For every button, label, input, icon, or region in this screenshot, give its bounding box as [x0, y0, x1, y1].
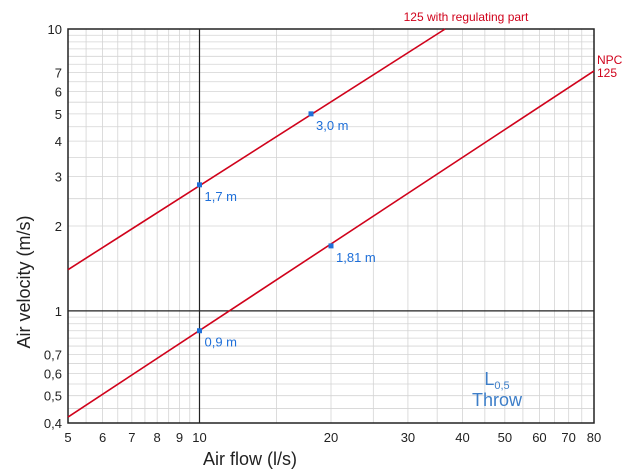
y-tick-label: 10: [48, 22, 62, 37]
x-tick-label: 10: [192, 430, 206, 445]
major-grid: [68, 29, 594, 423]
data-point: [197, 328, 202, 334]
throw-annotation-label: Throw: [472, 390, 523, 410]
data-point: [308, 111, 314, 117]
throw-annotation: L0,5 Throw: [472, 369, 523, 410]
series-points: 1,7 m 3,0 m 0,9 m 1,81 m: [197, 111, 376, 350]
x-tick-label: 7: [128, 430, 135, 445]
y-tick-label: 0,7: [44, 348, 62, 363]
x-tick-label: 9: [176, 430, 183, 445]
y-tick-label: 0,4: [44, 416, 62, 431]
data-point-label: 1,7 m: [205, 189, 238, 204]
plot-frame: [67, 28, 595, 424]
x-axis-title: Air flow (l/s): [203, 449, 297, 469]
x-tick-labels: 5 6 7 8 9 10 20 30 40 50 60 70 80: [64, 430, 601, 445]
data-point-label: 3,0 m: [316, 118, 349, 133]
y-tick-label: 1: [55, 304, 62, 319]
x-tick-label: 50: [498, 430, 512, 445]
x-tick-label: 80: [587, 430, 601, 445]
y-axis-title: Air velocity (m/s): [14, 215, 34, 348]
x-tick-label: 40: [455, 430, 469, 445]
x-tick-label: 20: [324, 430, 338, 445]
data-point-label: 0,9 m: [205, 335, 238, 350]
y-tick-label: 0,6: [44, 366, 62, 381]
series-name-label: 125: [597, 66, 617, 80]
throw-annotation-main: L: [484, 369, 494, 389]
y-tick-label: 7: [55, 66, 62, 81]
y-tick-labels: 0,4 0,5 0,6 0,7 1 2 3 4 5 6 7 10: [44, 22, 62, 431]
y-tick-label: 0,5: [44, 389, 62, 404]
x-tick-label: 6: [99, 430, 106, 445]
y-tick-label: 2: [55, 219, 62, 234]
x-tick-label: 60: [532, 430, 546, 445]
throw-annotation-subscript: 0,5: [494, 380, 509, 392]
data-point: [197, 182, 202, 188]
series-line: [67, 28, 446, 271]
x-tick-label: 30: [401, 430, 415, 445]
y-tick-label: 6: [55, 85, 62, 100]
throw-annotation-symbol: L0,5: [484, 369, 509, 392]
y-tick-label: 4: [55, 134, 62, 149]
data-point-label: 1,81 m: [336, 250, 376, 265]
x-tick-label: 5: [64, 430, 71, 445]
x-tick-label: 8: [154, 430, 161, 445]
series-name-label: 125 with regulating part: [404, 10, 529, 24]
minor-grid: [67, 28, 595, 424]
x-tick-label: 70: [561, 430, 575, 445]
y-tick-label: 3: [55, 169, 62, 184]
data-point: [328, 243, 334, 249]
y-tick-label: 5: [55, 107, 62, 122]
series-name-label: NPC: [597, 53, 623, 67]
